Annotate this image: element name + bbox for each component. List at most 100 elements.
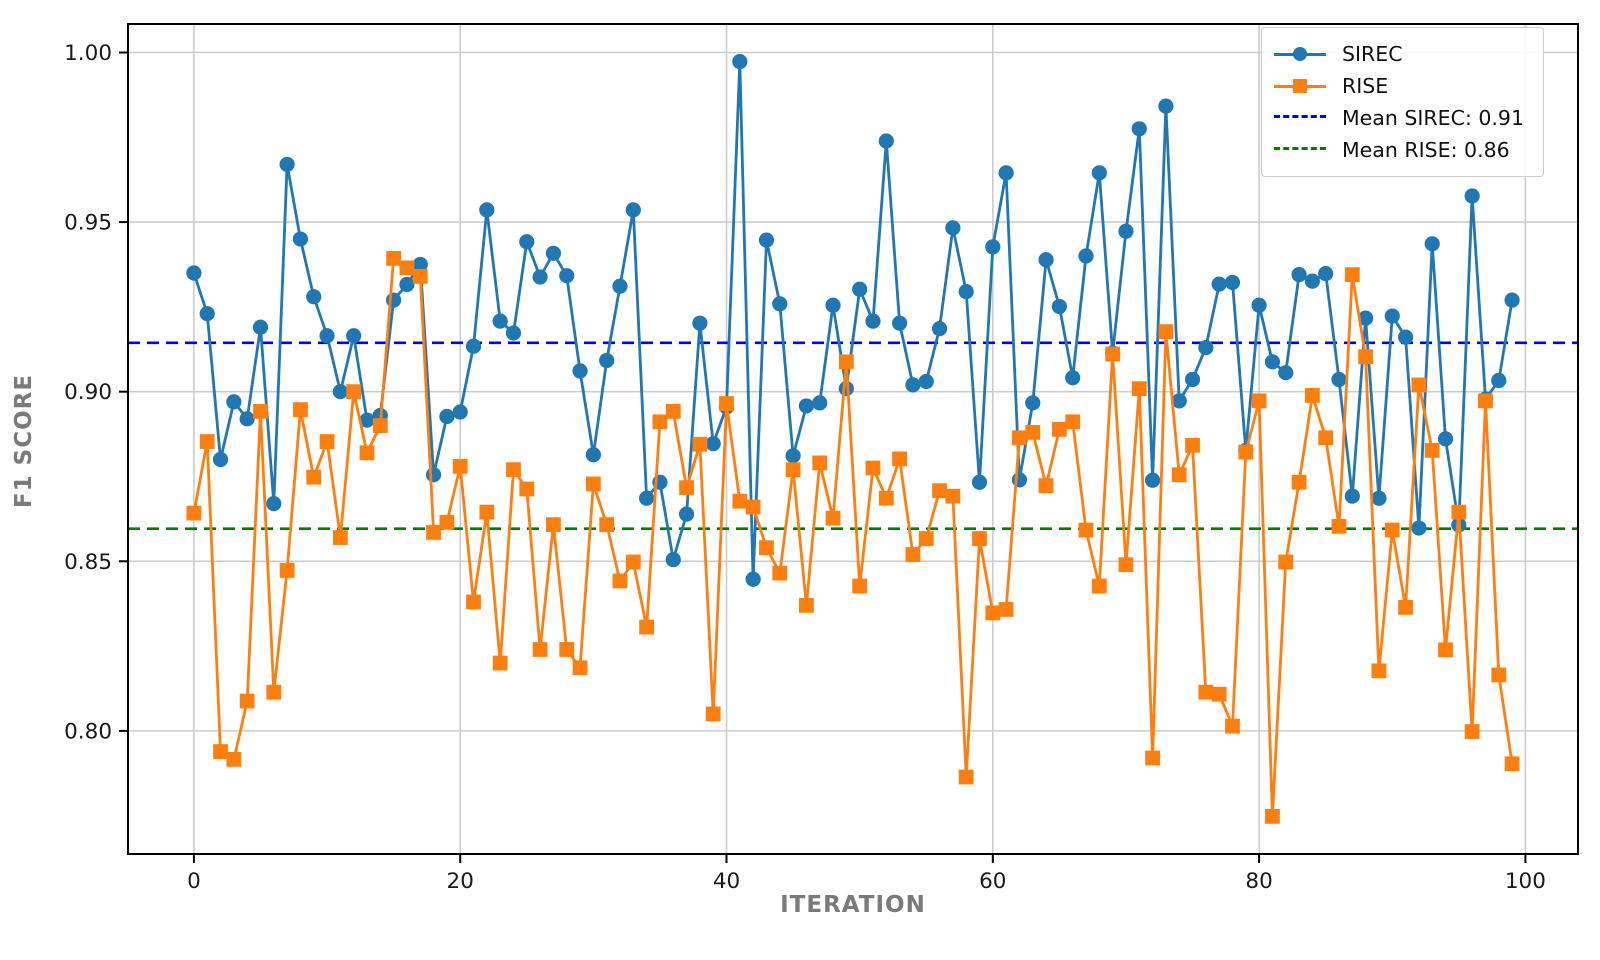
- rise-marker: [705, 706, 721, 722]
- sirec-marker: [1397, 329, 1414, 345]
- sirec-marker: [346, 328, 362, 344]
- rise-marker: [798, 597, 814, 613]
- sirec-marker: [239, 411, 255, 427]
- rise-marker: [199, 434, 215, 449]
- rise-marker: [599, 517, 615, 533]
- sirec-marker: [745, 571, 761, 587]
- sirec-marker: [785, 448, 801, 464]
- rise-marker: [213, 744, 228, 759]
- legend-item-rise: RISE: [1274, 70, 1529, 102]
- sirec-marker: [878, 133, 894, 149]
- sirec-marker: [599, 352, 615, 369]
- rise-marker: [1384, 522, 1400, 538]
- rise-marker: [958, 769, 974, 785]
- rise-marker: [825, 510, 841, 526]
- x-tick-label: 20: [447, 869, 474, 894]
- sirec-marker: [1491, 372, 1507, 389]
- sirec-marker: [1158, 98, 1174, 114]
- x-tick-label: 100: [1505, 869, 1546, 894]
- sirec-marker: [1038, 252, 1054, 268]
- rise-marker: [386, 250, 402, 266]
- sirec-marker: [1251, 297, 1267, 313]
- sirec-marker: [226, 394, 242, 410]
- rise-marker: [1265, 808, 1280, 824]
- legend-item-sirec: SIREC: [1274, 38, 1529, 70]
- sirec-marker: [732, 54, 748, 70]
- rise-marker: [1291, 474, 1307, 490]
- sirec-marker: [705, 435, 721, 452]
- rise-marker: [665, 403, 681, 419]
- sirec-marker: [439, 408, 455, 425]
- rise-marker: [905, 547, 921, 562]
- rise-marker: [639, 619, 655, 635]
- sirec-marker: [332, 384, 348, 400]
- legend-label-sirec: SIREC: [1342, 42, 1403, 66]
- sirec-marker: [1078, 248, 1094, 264]
- rise-marker: [1371, 663, 1387, 679]
- sirec-marker: [532, 269, 548, 285]
- rise-marker: [293, 402, 308, 418]
- rise-marker: [1358, 349, 1374, 365]
- y-tick-label: 0.90: [64, 380, 112, 405]
- sirec-marker: [892, 315, 908, 331]
- sirec-marker: [1131, 121, 1147, 137]
- sirec-line-circle-icon: [1274, 38, 1326, 70]
- legend-item-mean-rise: Mean RISE: 0.86: [1274, 134, 1529, 166]
- sirec-marker: [1318, 266, 1334, 282]
- sirec-marker: [452, 404, 468, 420]
- sirec-marker: [665, 551, 681, 568]
- rise-marker: [1158, 324, 1174, 340]
- mean-sirec-dash-icon: [1274, 102, 1326, 134]
- rise-marker: [1464, 724, 1480, 739]
- sirec-marker: [479, 202, 495, 218]
- rise-marker: [239, 693, 255, 709]
- sirec-marker: [1278, 365, 1294, 381]
- sirec-marker: [545, 245, 562, 261]
- rise-marker: [226, 751, 242, 767]
- rise-marker: [1251, 393, 1267, 409]
- sirec-marker: [825, 297, 841, 313]
- sirec-marker: [1384, 308, 1400, 324]
- rise-marker: [279, 563, 295, 578]
- rise-marker: [1198, 684, 1214, 700]
- rise-marker: [1078, 522, 1094, 538]
- rise-marker: [372, 418, 388, 434]
- rise-marker: [732, 493, 748, 509]
- rise-marker: [412, 268, 428, 284]
- rise-marker: [838, 354, 854, 370]
- x-tick-label: 0: [187, 869, 201, 894]
- sirec-marker: [319, 328, 335, 344]
- rise-marker: [479, 504, 495, 520]
- sirec-marker: [1464, 188, 1480, 204]
- rise-marker: [892, 451, 908, 467]
- rise-marker: [759, 540, 774, 556]
- rise-marker: [692, 436, 708, 452]
- legend-label-mean-sirec: Mean SIREC: 0.91: [1342, 106, 1525, 130]
- sirec-marker: [519, 234, 535, 250]
- x-tick-label: 80: [1245, 869, 1272, 894]
- rise-marker: [1331, 518, 1347, 534]
- rise-marker: [918, 531, 934, 546]
- rise-marker: [985, 605, 1001, 621]
- sirec-marker: [931, 320, 948, 337]
- rise-line-square-icon: [1274, 70, 1326, 102]
- rise-marker: [359, 445, 375, 461]
- sirec-marker: [918, 373, 934, 390]
- rise-marker: [519, 481, 535, 497]
- rise-marker: [1238, 444, 1254, 460]
- sirec-marker: [852, 281, 868, 297]
- rise-marker: [1012, 430, 1027, 446]
- sirec-marker: [1304, 273, 1320, 289]
- sirec-marker: [905, 377, 921, 393]
- rise-marker: [1051, 421, 1067, 437]
- sirec-marker: [1264, 354, 1281, 370]
- rise-marker: [1131, 381, 1147, 397]
- sirec-marker: [985, 239, 1001, 255]
- sirec-marker: [1118, 223, 1134, 239]
- sirec-marker: [1025, 395, 1041, 411]
- sirec-marker: [1504, 292, 1520, 308]
- rise-marker: [1451, 504, 1467, 520]
- plot-frame: [127, 23, 1579, 855]
- rise-marker: [1225, 718, 1240, 734]
